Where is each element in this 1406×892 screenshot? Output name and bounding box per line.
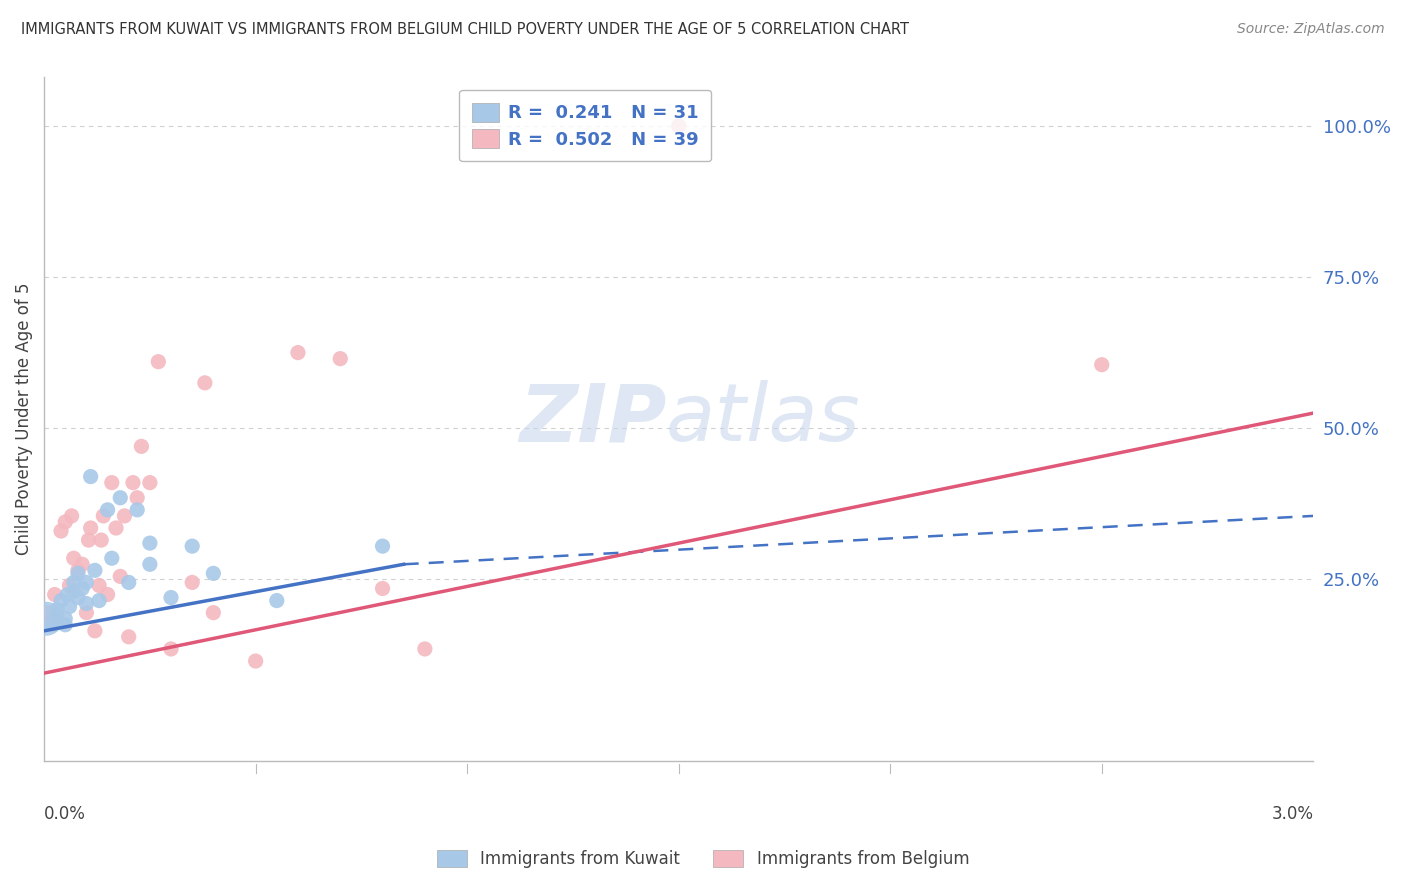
Point [194, 376, 217, 390]
Point [287, 345, 309, 359]
Point [66, 591, 89, 605]
Point [83, 624, 105, 638]
Text: ZIP: ZIP [519, 380, 666, 458]
Point [139, 536, 162, 550]
Point [56, 588, 79, 602]
Point [97, 503, 120, 517]
Text: atlas: atlas [666, 380, 860, 458]
Point [49, 593, 72, 607]
Point [160, 642, 183, 657]
Text: 3.0%: 3.0% [1271, 805, 1313, 823]
Point [45, 602, 67, 616]
Point [118, 575, 141, 590]
Point [87, 593, 110, 607]
Point [118, 630, 141, 644]
Point [329, 351, 352, 366]
Point [97, 588, 120, 602]
Point [37, 606, 59, 620]
Point [70, 558, 93, 572]
Point [122, 475, 145, 490]
Point [148, 354, 170, 368]
Text: Source: ZipAtlas.com: Source: ZipAtlas.com [1237, 22, 1385, 37]
Point [266, 593, 288, 607]
Point [62, 575, 84, 590]
Point [75, 606, 97, 620]
Point [245, 654, 267, 668]
Point [41, 617, 63, 632]
Point [75, 597, 97, 611]
Point [53, 612, 76, 626]
Point [90, 533, 112, 547]
Legend: Immigrants from Kuwait, Immigrants from Belgium: Immigrants from Kuwait, Immigrants from … [430, 843, 976, 875]
Point [79, 521, 101, 535]
Point [83, 563, 105, 577]
Point [160, 591, 183, 605]
Point [371, 539, 394, 553]
Point [127, 491, 149, 505]
Legend: R =  0.241   N = 31, R =  0.502   N = 39: R = 0.241 N = 31, R = 0.502 N = 39 [460, 90, 711, 161]
Point [181, 539, 204, 553]
Point [62, 551, 84, 566]
Point [49, 524, 72, 538]
Point [131, 439, 153, 453]
Point [75, 575, 97, 590]
Point [66, 566, 89, 581]
Point [202, 566, 225, 581]
Point [77, 533, 100, 547]
Point [413, 642, 436, 657]
Point [91, 508, 114, 523]
Point [53, 515, 76, 529]
Point [668, 119, 690, 133]
Point [181, 575, 204, 590]
Point [45, 608, 67, 623]
Point [101, 551, 124, 566]
Point [70, 582, 93, 596]
Point [1091, 358, 1114, 372]
Point [105, 521, 128, 535]
Point [114, 508, 136, 523]
Point [62, 584, 84, 599]
Point [127, 503, 149, 517]
Text: IMMIGRANTS FROM KUWAIT VS IMMIGRANTS FROM BELGIUM CHILD POVERTY UNDER THE AGE OF: IMMIGRANTS FROM KUWAIT VS IMMIGRANTS FRO… [21, 22, 910, 37]
Point [79, 469, 101, 483]
Text: 0.0%: 0.0% [44, 805, 86, 823]
Point [58, 578, 80, 592]
Point [202, 606, 225, 620]
Point [60, 508, 83, 523]
Point [87, 578, 110, 592]
Point [110, 491, 132, 505]
Point [58, 599, 80, 614]
Point [35, 612, 58, 626]
Point [110, 569, 132, 583]
Point [101, 475, 124, 490]
Point [44, 588, 66, 602]
Point [66, 563, 89, 577]
Point [139, 475, 162, 490]
Y-axis label: Child Poverty Under the Age of 5: Child Poverty Under the Age of 5 [15, 283, 32, 556]
Point [41, 612, 63, 626]
Point [53, 617, 76, 632]
Point [139, 558, 162, 572]
Point [371, 582, 394, 596]
